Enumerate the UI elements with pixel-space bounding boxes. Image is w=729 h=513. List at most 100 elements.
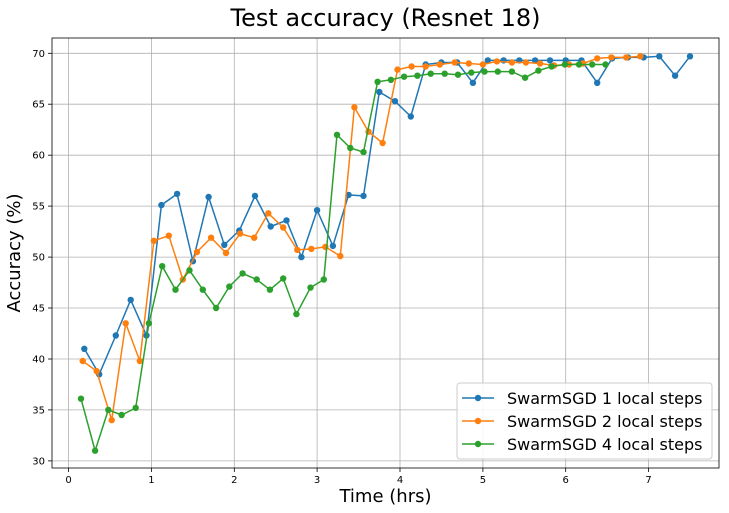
data-point [623,54,630,61]
data-point [283,217,290,224]
y-tick-label: 35 [32,405,45,416]
data-point [391,98,399,105]
data-point [575,61,583,68]
series-2 [79,53,644,424]
y-tick-label: 70 [32,49,45,60]
legend-item: SwarmSGD 2 local steps [462,412,702,431]
data-point [594,55,601,62]
data-point [333,131,341,138]
y-tick-label: 45 [32,304,45,315]
data-point [159,263,166,270]
legend-label: SwarmSGD 1 local steps [507,389,702,408]
data-point [77,395,85,402]
chart-title: Test accuracy (Resnet 18) [230,4,541,32]
data-point [481,68,488,75]
data-point [351,104,358,111]
data-point [127,296,134,304]
data-point [193,248,201,256]
data-point [307,284,314,291]
data-point [329,242,337,250]
data-point [347,144,354,152]
data-point [671,72,679,79]
data-point [79,357,86,365]
data-point [594,79,601,87]
legend-marker [474,417,482,425]
x-tick-label: 2 [231,475,237,486]
data-point [508,68,516,75]
data-point [313,207,321,214]
data-point [253,276,260,283]
data-point [186,267,193,274]
legend-item: SwarmSGD 4 local steps [462,435,702,454]
data-point [484,57,491,64]
data-point [376,88,383,96]
data-point [374,78,381,86]
data-point [320,276,327,283]
data-point [468,69,475,76]
data-point [451,59,458,66]
x-tick-label: 6 [563,475,569,486]
data-point [108,416,115,424]
data-point [172,286,179,293]
data-point [686,53,694,60]
data-point [400,73,408,80]
data-point [589,61,596,68]
data-point [205,193,212,201]
series-line [83,55,691,376]
data-point [158,201,165,209]
grid [52,38,719,468]
y-tick-label: 65 [32,100,45,111]
data-point [408,63,415,70]
data-point [93,368,100,375]
data-point [136,357,143,365]
data-point [226,283,233,290]
data-point [521,74,529,81]
data-point [165,232,172,239]
series-1 [81,53,694,378]
data-point [436,61,443,68]
x-tick-label: 5 [480,475,486,486]
series-line [80,63,606,454]
x-tick-label: 1 [148,475,154,486]
data-point [414,72,421,79]
data-point [546,57,554,64]
data-point [535,67,542,74]
data-point [656,53,663,60]
legend-marker [474,440,482,448]
data-point [122,320,129,327]
data-point [308,245,315,253]
legend-label: SwarmSGD 2 local steps [507,412,702,431]
data-point [150,237,158,244]
x-tick-label: 3 [314,475,320,486]
data-point [422,63,429,70]
data-point [207,234,215,241]
data-point [387,76,395,84]
data-point [266,286,274,293]
data-point [236,230,244,237]
data-point [407,113,414,120]
data-point [222,249,230,257]
data-point [548,63,555,70]
y-tick-label: 60 [32,151,45,162]
data-point [602,61,609,68]
data-point [494,68,501,75]
data-point [105,406,112,414]
data-point [251,192,259,200]
x-tick-label: 4 [397,475,403,486]
data-point [561,61,569,68]
legend-label: SwarmSGD 4 local steps [507,435,702,454]
data-point [298,253,305,261]
data-point [637,53,644,60]
data-point [394,66,401,73]
data-point [508,59,516,66]
x-axis-label: Time (hrs) [338,486,431,507]
data-point [454,71,462,78]
data-point [145,320,153,327]
data-point [280,224,287,231]
series-3 [77,61,609,454]
data-point [221,241,228,248]
data-point [173,190,181,198]
plot-frame [51,37,720,469]
